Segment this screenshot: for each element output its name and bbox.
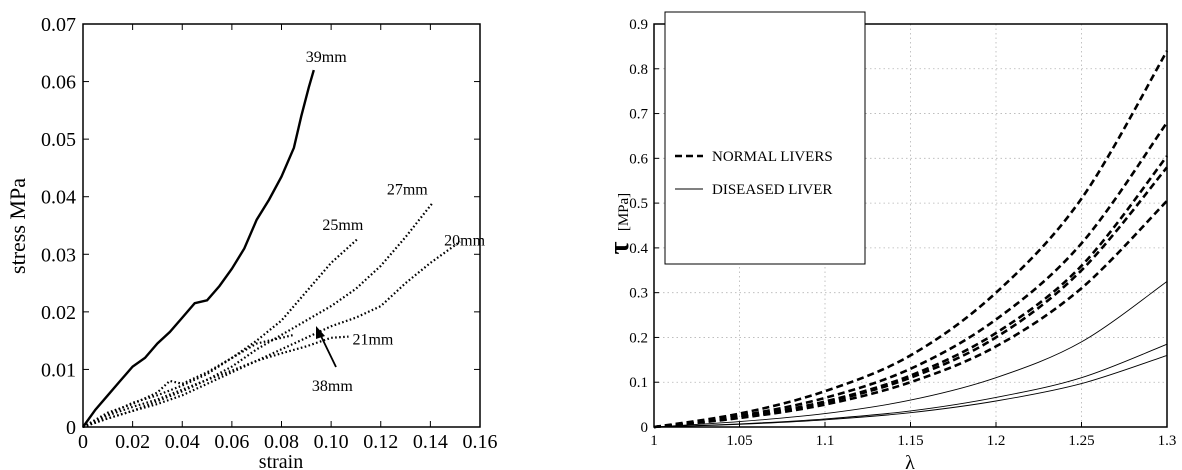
right-x-tick-label: 1.1 <box>816 433 835 449</box>
legend-box <box>664 11 866 265</box>
left-y-tick-label: 0.02 <box>41 302 76 324</box>
legend-label-diseased-liver: DISEASED LIVER <box>712 182 832 198</box>
series-line-diseased-liver-8 <box>653 354 1168 428</box>
right-x-tick-label: 1.3 <box>1158 433 1177 449</box>
annotation-25mm: 25mm <box>322 217 363 234</box>
left-y-tick-label: 0.07 <box>41 14 76 36</box>
left-y-tick-label: 0.05 <box>41 129 76 151</box>
right-x-tick-label: 1 <box>650 433 658 449</box>
annotation-39mm: 39mm <box>306 49 347 66</box>
left-y-tick-label: 0 <box>66 417 76 439</box>
right-y-tick-label: 0.2 <box>629 330 648 346</box>
left-chart: 0 0.02 0.04 0.06 0.08 0.10 0.12 0.14 0.16 0 0.01 0.… <box>5 14 498 470</box>
right-y-tick-label: 0.5 <box>629 196 648 212</box>
right-ticks: 1 1.05 1.1 1.15 1.2 1.25 1.3 0 0.1 0.2 0.3 0.4 0.5 0.… <box>629 17 1176 449</box>
left-ticks: 0 0.02 0.04 0.06 0.08 0.10 0.12 0.14 0.16 0 0.01 0.… <box>41 14 498 453</box>
annotation-arrowhead-38mm <box>316 326 325 339</box>
series-line-21mm <box>82 335 349 428</box>
annotation-38mm: 38mm <box>312 378 353 395</box>
right-y-axis-unit: [MPa] <box>616 193 632 231</box>
left-x-tick-label: 0.04 <box>165 431 200 453</box>
left-plot-frame <box>82 23 481 428</box>
right-y-tick-label: 0 <box>641 420 649 436</box>
annotation-20mm: 20mm <box>444 233 485 250</box>
left-y-tick-label: 0.06 <box>41 72 76 94</box>
right-plot-frame <box>653 23 1168 428</box>
left-x-tick-label: 0.10 <box>314 431 349 453</box>
series-line-27mm <box>82 201 434 429</box>
right-series <box>653 50 1169 429</box>
series-line-38mm <box>82 333 295 428</box>
series-line-20mm <box>82 240 461 429</box>
left-x-tick-label: 0.16 <box>463 431 498 453</box>
right-y-tick-label: 0.8 <box>629 62 648 78</box>
left-series <box>82 69 461 429</box>
left-y-axis-title: stress MPa <box>5 178 30 274</box>
annotation-21mm: 21mm <box>352 332 393 349</box>
right-y-tick-label: 0.9 <box>629 17 648 33</box>
right-x-tick-label: 1.05 <box>726 433 752 449</box>
right-y-tick-label: 0.3 <box>629 286 648 302</box>
right-x-tick-label: 1.2 <box>987 433 1006 449</box>
right-y-tick-label: 0.1 <box>629 375 648 391</box>
right-y-tick-label: 0.7 <box>629 107 648 123</box>
right-x-axis-title: λ <box>905 452 915 470</box>
annotation-arrow-38mm <box>319 333 337 368</box>
left-x-tick-label: 0.02 <box>115 431 150 453</box>
series-line-normal-livers-4 <box>653 166 1169 429</box>
annotation-27mm: 27mm <box>387 181 428 198</box>
right-y-tick-label: 0.4 <box>629 241 648 257</box>
right-y-tick-label: 0.6 <box>629 151 648 167</box>
left-y-tick-label: 0.03 <box>41 244 76 266</box>
left-y-tick-label: 0.04 <box>41 187 76 209</box>
right-x-tick-label: 1.15 <box>897 433 923 449</box>
right-chart: 1 1.05 1.1 1.15 1.2 1.25 1.3 0 0.1 0.2 0.3 0.4 0.5 0.… <box>604 11 1176 470</box>
legend-label-normal-livers: NORMAL LIVERS <box>712 149 833 165</box>
series-line-diseased-liver-6 <box>653 281 1168 428</box>
left-x-tick-label: 0.08 <box>264 431 299 453</box>
left-annotations: 39mm 25mm 27mm 20mm 21mm 38mm <box>306 49 486 395</box>
left-x-tick-label: 0.12 <box>363 431 398 453</box>
left-x-tick-label: 0 <box>78 431 88 453</box>
series-line-normal-livers-5 <box>653 199 1168 429</box>
right-y-axis-title: τ <box>604 241 635 254</box>
series-line-39mm <box>82 69 315 428</box>
right-x-tick-label: 1.25 <box>1068 433 1094 449</box>
left-x-tick-label: 0.14 <box>413 431 448 453</box>
legend: NORMAL LIVERS DISEASED LIVER <box>664 11 866 265</box>
right-y-axis-title-group: τ [MPa] <box>604 193 635 255</box>
left-x-tick-label: 0.06 <box>214 431 249 453</box>
left-y-tick-label: 0.01 <box>41 359 76 381</box>
series-line-normal-livers-3 <box>653 155 1169 429</box>
series-line-normal-livers-1 <box>653 50 1169 429</box>
left-x-axis-title: strain <box>259 451 303 470</box>
